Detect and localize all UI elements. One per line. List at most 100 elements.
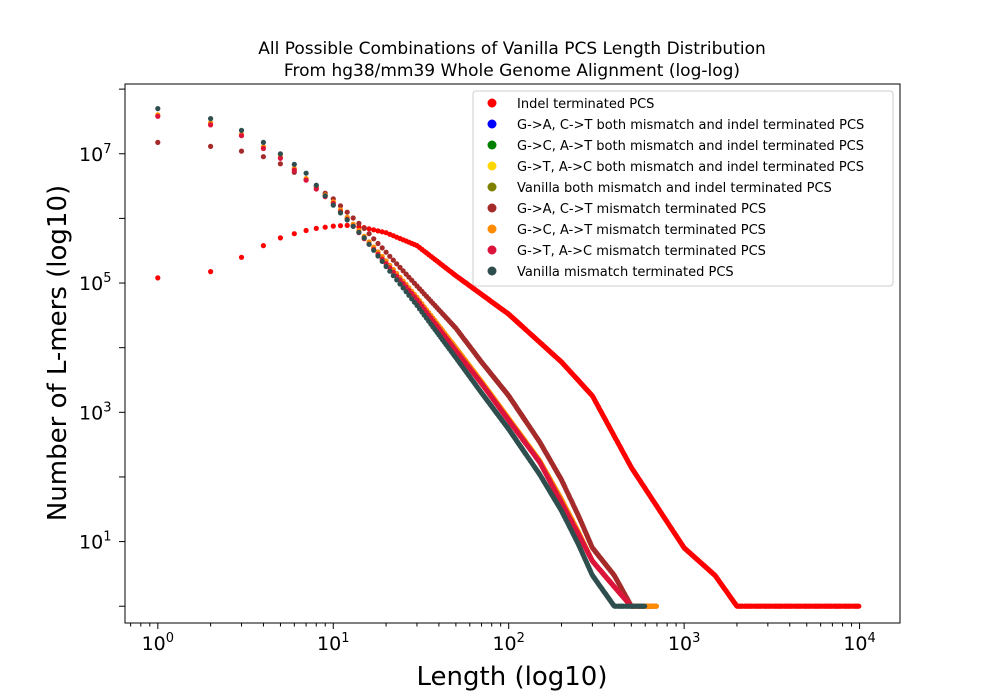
data-point bbox=[238, 127, 245, 133]
x-tick-label: 102 bbox=[492, 631, 524, 655]
chart-title: All Possible Combinations of Vanilla PCS… bbox=[258, 39, 766, 81]
data-point bbox=[238, 133, 245, 139]
x-tick-label: 104 bbox=[843, 631, 875, 655]
data-point bbox=[400, 285, 406, 291]
data-point bbox=[155, 139, 161, 145]
data-point bbox=[322, 193, 328, 199]
data-point bbox=[303, 170, 309, 176]
data-point bbox=[277, 151, 283, 157]
data-point bbox=[238, 254, 245, 260]
legend-marker bbox=[487, 98, 497, 108]
y-tick-label: 107 bbox=[79, 142, 111, 166]
data-point bbox=[303, 177, 309, 183]
data-point bbox=[394, 261, 400, 267]
data-point bbox=[371, 247, 377, 253]
data-point bbox=[344, 222, 350, 228]
legend-marker bbox=[487, 203, 497, 213]
data-point bbox=[303, 227, 309, 234]
data-point bbox=[375, 240, 381, 247]
data-point bbox=[394, 277, 400, 283]
legend-marker bbox=[487, 161, 497, 171]
data-point bbox=[277, 155, 283, 161]
data-point bbox=[330, 202, 336, 208]
x-axis-label: Length (log10) bbox=[417, 662, 608, 692]
data-point bbox=[383, 249, 389, 255]
data-point bbox=[642, 603, 648, 609]
data-point bbox=[344, 217, 350, 223]
data-point bbox=[361, 225, 367, 231]
legend-marker bbox=[487, 245, 497, 255]
data-point bbox=[260, 139, 266, 145]
legend-entry: G->A, C->T mismatch terminated PCS bbox=[517, 202, 766, 217]
data-point bbox=[322, 224, 328, 230]
chart-title-line-2: From hg38/mm39 Whole Genome Alignment (l… bbox=[284, 61, 740, 81]
data-point bbox=[155, 106, 161, 112]
legend-entry: G->T, A->C mismatch terminated PCS bbox=[517, 244, 766, 259]
data-point bbox=[387, 268, 393, 274]
data-point bbox=[856, 603, 862, 609]
data-point bbox=[366, 241, 372, 247]
data-point bbox=[260, 243, 266, 249]
data-point bbox=[397, 281, 403, 287]
legend-entry: G->A, C->T both mismatch and indel termi… bbox=[517, 118, 864, 133]
data-point bbox=[291, 167, 297, 173]
data-point bbox=[375, 228, 381, 234]
data-point bbox=[379, 258, 385, 264]
data-point bbox=[387, 253, 393, 259]
legend-entry: G->C, A->T both mismatch and indel termi… bbox=[517, 139, 864, 154]
plot-frame bbox=[124, 83, 901, 624]
data-point bbox=[383, 263, 389, 270]
data-point bbox=[406, 292, 412, 298]
legend-box bbox=[472, 90, 894, 287]
data-point bbox=[361, 235, 367, 241]
data-point bbox=[208, 122, 214, 128]
data-point bbox=[400, 268, 406, 274]
data-point bbox=[366, 226, 372, 232]
data-point bbox=[371, 227, 377, 233]
data-point bbox=[390, 257, 396, 263]
x-tick-label: 103 bbox=[668, 631, 700, 655]
data-point bbox=[155, 275, 161, 281]
data-point bbox=[330, 223, 336, 229]
x-tick-label: 100 bbox=[142, 631, 174, 655]
data-point bbox=[277, 235, 283, 241]
y-axis: 101 103 105 107 bbox=[79, 88, 125, 607]
y-tick-label: 101 bbox=[79, 530, 111, 554]
legend-marker bbox=[487, 119, 497, 129]
legend-marker bbox=[487, 182, 497, 192]
data-point bbox=[313, 186, 319, 192]
data-point bbox=[356, 229, 362, 235]
legend-marker bbox=[487, 140, 497, 150]
data-point bbox=[313, 225, 319, 231]
legend: Indel terminated PCS G->A, C->T both mism… bbox=[472, 90, 894, 287]
data-point bbox=[337, 203, 344, 209]
series-0-points bbox=[155, 222, 862, 609]
data-point bbox=[366, 231, 372, 237]
data-point bbox=[337, 210, 344, 216]
data-point bbox=[653, 603, 659, 609]
scatter-points bbox=[155, 106, 862, 609]
x-axis: 100 101 102 103 104 bbox=[130, 623, 876, 655]
data-point bbox=[379, 229, 385, 235]
data-point bbox=[291, 161, 297, 167]
data-point bbox=[208, 269, 214, 275]
legend-marker bbox=[487, 266, 497, 276]
legend-entry: Vanilla both mismatch and indel terminat… bbox=[517, 181, 832, 196]
data-point bbox=[390, 273, 396, 279]
data-point bbox=[356, 220, 362, 226]
data-point bbox=[350, 215, 356, 221]
series-8-points bbox=[155, 106, 648, 609]
data-point bbox=[397, 264, 403, 270]
data-point bbox=[313, 182, 319, 188]
legend-entry: G->C, A->T mismatch terminated PCS bbox=[517, 223, 766, 238]
data-point bbox=[375, 253, 381, 259]
data-point bbox=[208, 116, 214, 122]
data-point bbox=[277, 161, 283, 167]
data-point bbox=[260, 154, 266, 160]
data-point bbox=[371, 236, 377, 242]
legend-entry: Vanilla mismatch terminated PCS bbox=[517, 265, 734, 280]
data-point bbox=[208, 143, 214, 149]
y-axis-label: Number of L-mers (log10) bbox=[43, 185, 73, 521]
data-point bbox=[350, 223, 356, 229]
data-point bbox=[260, 145, 266, 152]
